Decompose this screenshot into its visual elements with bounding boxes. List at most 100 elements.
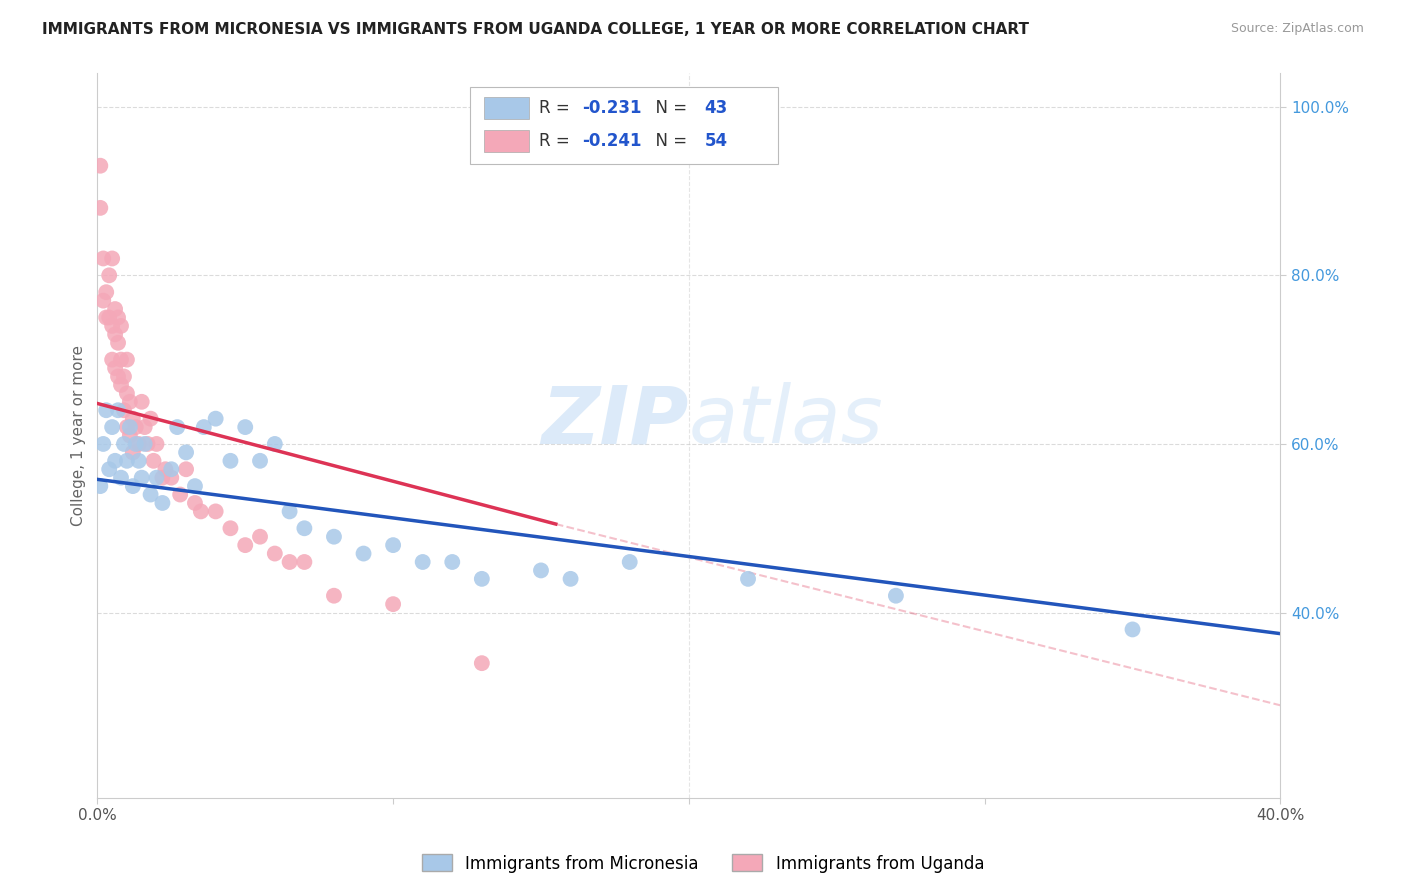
- Point: [104, 361, 127, 376]
- Point: [174, 462, 197, 476]
- Point: [110, 318, 132, 333]
- Point: [98, 462, 121, 476]
- Point: [219, 454, 242, 468]
- Point: [193, 420, 215, 434]
- Point: [101, 318, 124, 333]
- Text: Source: ZipAtlas.com: Source: ZipAtlas.com: [1230, 22, 1364, 36]
- Point: [89, 201, 111, 215]
- Point: [152, 471, 174, 485]
- Point: [278, 504, 301, 518]
- Point: [101, 252, 124, 266]
- Point: [101, 352, 124, 367]
- Text: N =: N =: [645, 99, 693, 117]
- Point: [249, 454, 271, 468]
- Point: [382, 538, 405, 552]
- Text: 43: 43: [704, 99, 727, 117]
- Point: [128, 437, 150, 451]
- Point: [382, 597, 405, 611]
- Point: [125, 420, 148, 434]
- Bar: [484, 130, 529, 152]
- Point: [98, 268, 121, 283]
- Point: [131, 471, 153, 485]
- Point: [190, 504, 212, 518]
- Point: [112, 403, 135, 417]
- Point: [166, 420, 188, 434]
- Point: [112, 369, 135, 384]
- Point: [121, 479, 143, 493]
- Point: [174, 445, 197, 459]
- Point: [412, 555, 434, 569]
- Point: [104, 327, 127, 342]
- Bar: [484, 97, 529, 119]
- Point: [184, 479, 207, 493]
- Point: [96, 403, 118, 417]
- Point: [471, 656, 494, 670]
- Point: [160, 462, 183, 476]
- Point: [292, 555, 315, 569]
- Point: [104, 454, 127, 468]
- Point: [107, 369, 129, 384]
- Point: [139, 411, 162, 425]
- Point: [91, 437, 114, 451]
- Text: N =: N =: [645, 132, 693, 150]
- Point: [134, 420, 156, 434]
- Point: [263, 437, 285, 451]
- Point: [249, 530, 271, 544]
- Point: [98, 310, 121, 325]
- Point: [125, 437, 148, 451]
- Y-axis label: College, 1 year or more: College, 1 year or more: [72, 345, 86, 526]
- Point: [104, 301, 127, 316]
- Point: [115, 454, 138, 468]
- Point: [155, 462, 177, 476]
- Point: [619, 555, 641, 569]
- Point: [110, 378, 132, 392]
- Point: [323, 530, 346, 544]
- Point: [145, 437, 167, 451]
- Point: [884, 589, 907, 603]
- Point: [204, 504, 226, 518]
- Point: [118, 394, 141, 409]
- Point: [233, 538, 256, 552]
- Point: [121, 445, 143, 459]
- Point: [530, 563, 553, 577]
- Point: [560, 572, 582, 586]
- Point: [112, 437, 135, 451]
- Point: [142, 454, 165, 468]
- Point: [292, 521, 315, 535]
- Point: [169, 487, 191, 501]
- Point: [471, 572, 494, 586]
- Point: [110, 471, 132, 485]
- Point: [118, 428, 141, 442]
- Point: [115, 352, 138, 367]
- Point: [441, 555, 464, 569]
- Point: [233, 420, 256, 434]
- Point: [89, 479, 111, 493]
- Point: [278, 555, 301, 569]
- Point: [737, 572, 759, 586]
- Point: [139, 487, 162, 501]
- Point: [110, 352, 132, 367]
- Point: [91, 252, 114, 266]
- Point: [131, 394, 153, 409]
- Point: [136, 437, 159, 451]
- Text: 54: 54: [704, 132, 727, 150]
- Text: R =: R =: [538, 99, 575, 117]
- Point: [152, 496, 174, 510]
- Point: [107, 335, 129, 350]
- FancyBboxPatch shape: [470, 87, 778, 163]
- Point: [107, 310, 129, 325]
- Point: [118, 420, 141, 434]
- Text: R =: R =: [538, 132, 575, 150]
- Text: IMMIGRANTS FROM MICRONESIA VS IMMIGRANTS FROM UGANDA COLLEGE, 1 YEAR OR MORE COR: IMMIGRANTS FROM MICRONESIA VS IMMIGRANTS…: [42, 22, 1029, 37]
- Point: [107, 403, 129, 417]
- Point: [91, 293, 114, 308]
- Point: [128, 454, 150, 468]
- Point: [323, 589, 346, 603]
- Point: [115, 420, 138, 434]
- Point: [96, 310, 118, 325]
- Point: [89, 159, 111, 173]
- Point: [96, 285, 118, 300]
- Point: [145, 471, 167, 485]
- Point: [263, 547, 285, 561]
- Point: [160, 471, 183, 485]
